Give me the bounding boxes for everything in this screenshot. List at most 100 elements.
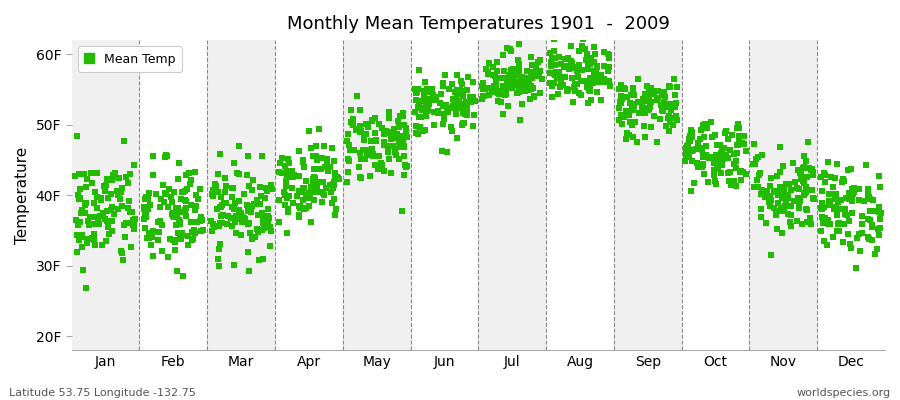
Point [285,174,300,180]
Point [853,248,868,254]
Point [187,168,202,175]
Point [838,206,852,212]
Point [320,158,335,164]
Point [849,265,863,271]
Point [554,80,568,86]
Point [295,157,310,164]
Point [431,108,446,114]
Point [730,142,744,149]
Point [851,186,866,192]
Point [244,203,258,210]
Point [184,236,199,243]
Point [102,231,116,238]
Point [684,147,698,153]
Point [79,184,94,190]
Point [626,107,641,113]
Point [226,185,240,191]
Point [137,216,151,222]
Point [322,182,337,188]
Point [818,172,832,178]
Point [518,88,533,94]
Point [228,200,242,206]
Point [861,233,876,240]
Point [265,186,279,192]
Point [446,103,460,109]
Point [138,224,152,231]
Point [213,220,228,226]
Point [558,74,572,80]
Point [124,244,139,250]
Point [817,170,832,176]
Point [547,71,562,77]
Point [845,196,859,202]
Point [415,107,429,113]
Point [208,181,222,188]
Point [770,192,785,198]
Point [770,212,784,218]
Point [665,122,680,129]
Point [238,215,252,222]
Point [769,210,783,216]
Point [706,167,721,174]
Point [775,208,789,214]
Point [591,72,606,78]
Point [709,152,724,158]
Point [441,105,455,111]
Point [433,100,447,106]
Point [721,135,735,142]
Point [738,171,752,177]
Point [800,218,814,225]
Point [663,118,678,125]
Point [589,78,603,85]
Point [792,186,806,192]
Point [509,82,524,88]
Point [436,82,451,89]
Point [621,132,635,139]
Point [618,108,633,114]
Point [290,193,304,200]
Point [190,219,204,226]
Point [644,88,659,95]
Point [415,106,429,113]
Point [216,200,230,206]
Point [160,152,175,159]
Point [445,80,459,87]
Point [325,200,339,206]
Point [784,223,798,230]
Point [591,75,606,82]
Point [499,84,513,90]
Point [852,197,867,203]
Point [663,107,678,113]
Point [590,64,605,70]
Point [615,96,629,102]
Point [420,107,435,114]
Point [167,189,182,196]
Point [451,98,465,104]
Point [754,152,769,159]
Point [658,94,672,100]
Point [690,164,705,170]
Point [493,74,508,81]
Point [792,170,806,176]
Point [778,181,793,187]
Point [139,208,153,214]
Point [594,72,608,78]
Point [598,63,612,70]
Point [206,193,220,199]
Point [115,185,130,191]
Point [393,144,408,150]
Point [123,208,138,215]
Point [659,101,673,107]
Point [450,72,464,78]
Point [707,132,722,138]
Point [764,252,778,259]
Point [501,103,516,109]
Point [292,212,306,218]
Point [382,109,396,115]
Point [638,110,652,116]
Point [872,232,886,238]
Point [215,220,230,226]
Point [69,249,84,256]
Title: Monthly Mean Temperatures 1901  -  2009: Monthly Mean Temperatures 1901 - 2009 [287,15,670,33]
Point [709,142,724,148]
